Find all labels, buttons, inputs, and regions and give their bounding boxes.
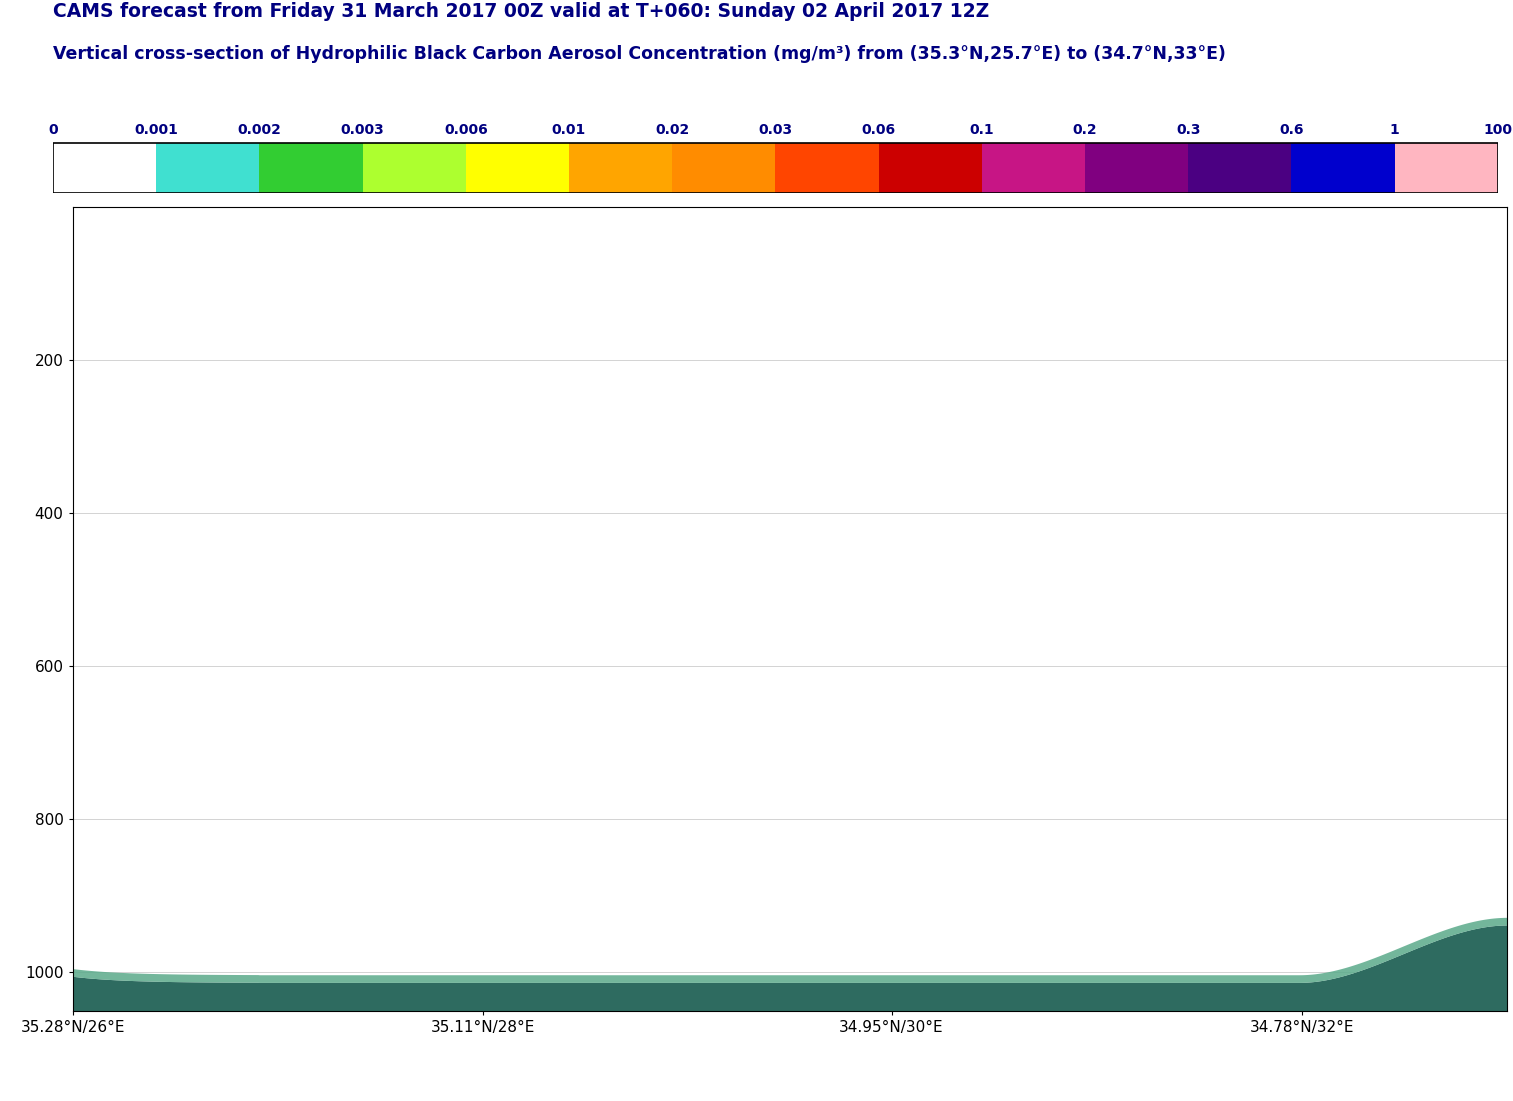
Text: 0.003: 0.003: [340, 122, 384, 137]
Bar: [1292, 143, 1395, 193]
Bar: [466, 143, 569, 193]
Text: Vertical cross-section of Hydrophilic Black Carbon Aerosol Concentration (mg/m³): Vertical cross-section of Hydrophilic Bl…: [53, 45, 1226, 63]
Text: 0.01: 0.01: [552, 122, 586, 137]
Text: 0.6: 0.6: [1278, 122, 1304, 137]
Bar: [53, 143, 1498, 193]
Bar: [363, 143, 466, 193]
Text: CAMS forecast from Friday 31 March 2017 00Z valid at T+060: Sunday 02 April 2017: CAMS forecast from Friday 31 March 2017 …: [53, 2, 990, 21]
Text: 0: 0: [48, 122, 57, 137]
Text: 0.06: 0.06: [861, 122, 896, 137]
Bar: [53, 143, 156, 193]
Bar: [1395, 143, 1498, 193]
Bar: [1188, 143, 1292, 193]
Text: 1: 1: [1390, 122, 1400, 137]
Text: 0.001: 0.001: [135, 122, 179, 137]
Text: 0.2: 0.2: [1073, 122, 1097, 137]
Text: 0.02: 0.02: [655, 122, 690, 137]
Text: 0.3: 0.3: [1176, 122, 1200, 137]
Bar: [259, 143, 363, 193]
Text: 0.1: 0.1: [970, 122, 994, 137]
Bar: [1085, 143, 1188, 193]
Text: 0.03: 0.03: [758, 122, 793, 137]
Bar: [982, 143, 1085, 193]
Bar: [569, 143, 672, 193]
Bar: [879, 143, 982, 193]
Text: 0.002: 0.002: [238, 122, 281, 137]
Text: 100: 100: [1483, 122, 1513, 137]
Bar: [672, 143, 775, 193]
Bar: [156, 143, 259, 193]
Text: 0.006: 0.006: [443, 122, 487, 137]
Bar: [775, 143, 879, 193]
